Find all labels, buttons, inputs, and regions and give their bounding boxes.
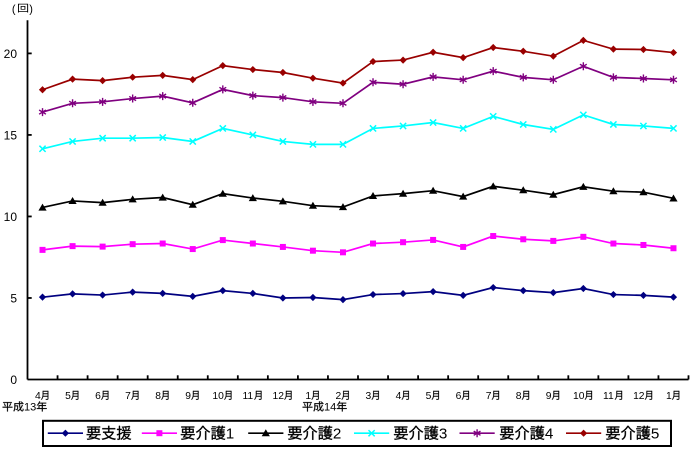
svg-text:3: 3 — [439, 426, 447, 443]
svg-text:2: 2 — [335, 391, 341, 402]
svg-text:6: 6 — [95, 391, 101, 402]
svg-text:): ) — [29, 3, 33, 15]
svg-text:14: 14 — [324, 402, 336, 414]
svg-text:1: 1 — [305, 391, 311, 402]
svg-text:10: 10 — [212, 391, 224, 402]
svg-text:11: 11 — [603, 391, 614, 402]
svg-text:5: 5 — [10, 291, 17, 305]
svg-text:9: 9 — [185, 391, 191, 402]
svg-text:(: ( — [12, 3, 16, 15]
svg-text:1: 1 — [226, 426, 234, 443]
svg-text:5: 5 — [65, 391, 71, 402]
svg-text:12: 12 — [633, 391, 645, 402]
svg-text:4: 4 — [396, 391, 402, 402]
svg-text:0: 0 — [10, 373, 17, 387]
svg-text:12: 12 — [273, 391, 285, 402]
svg-text:2: 2 — [333, 426, 341, 443]
svg-text:5: 5 — [651, 426, 659, 443]
svg-text:9: 9 — [546, 391, 552, 402]
svg-text:4: 4 — [35, 391, 41, 402]
svg-text:13: 13 — [24, 402, 36, 414]
svg-text:4: 4 — [545, 426, 553, 443]
svg-text:8: 8 — [516, 391, 522, 402]
svg-text:5: 5 — [426, 391, 432, 402]
svg-text:11: 11 — [242, 391, 253, 402]
svg-text:10: 10 — [4, 210, 18, 224]
svg-text:7: 7 — [486, 391, 492, 402]
svg-text:20: 20 — [4, 47, 18, 61]
svg-text:6: 6 — [456, 391, 462, 402]
svg-text:1: 1 — [666, 391, 672, 402]
svg-text:8: 8 — [155, 391, 161, 402]
svg-text:10: 10 — [573, 391, 585, 402]
svg-text:7: 7 — [125, 391, 131, 402]
svg-text:3: 3 — [366, 391, 372, 402]
svg-text:15: 15 — [4, 128, 18, 142]
